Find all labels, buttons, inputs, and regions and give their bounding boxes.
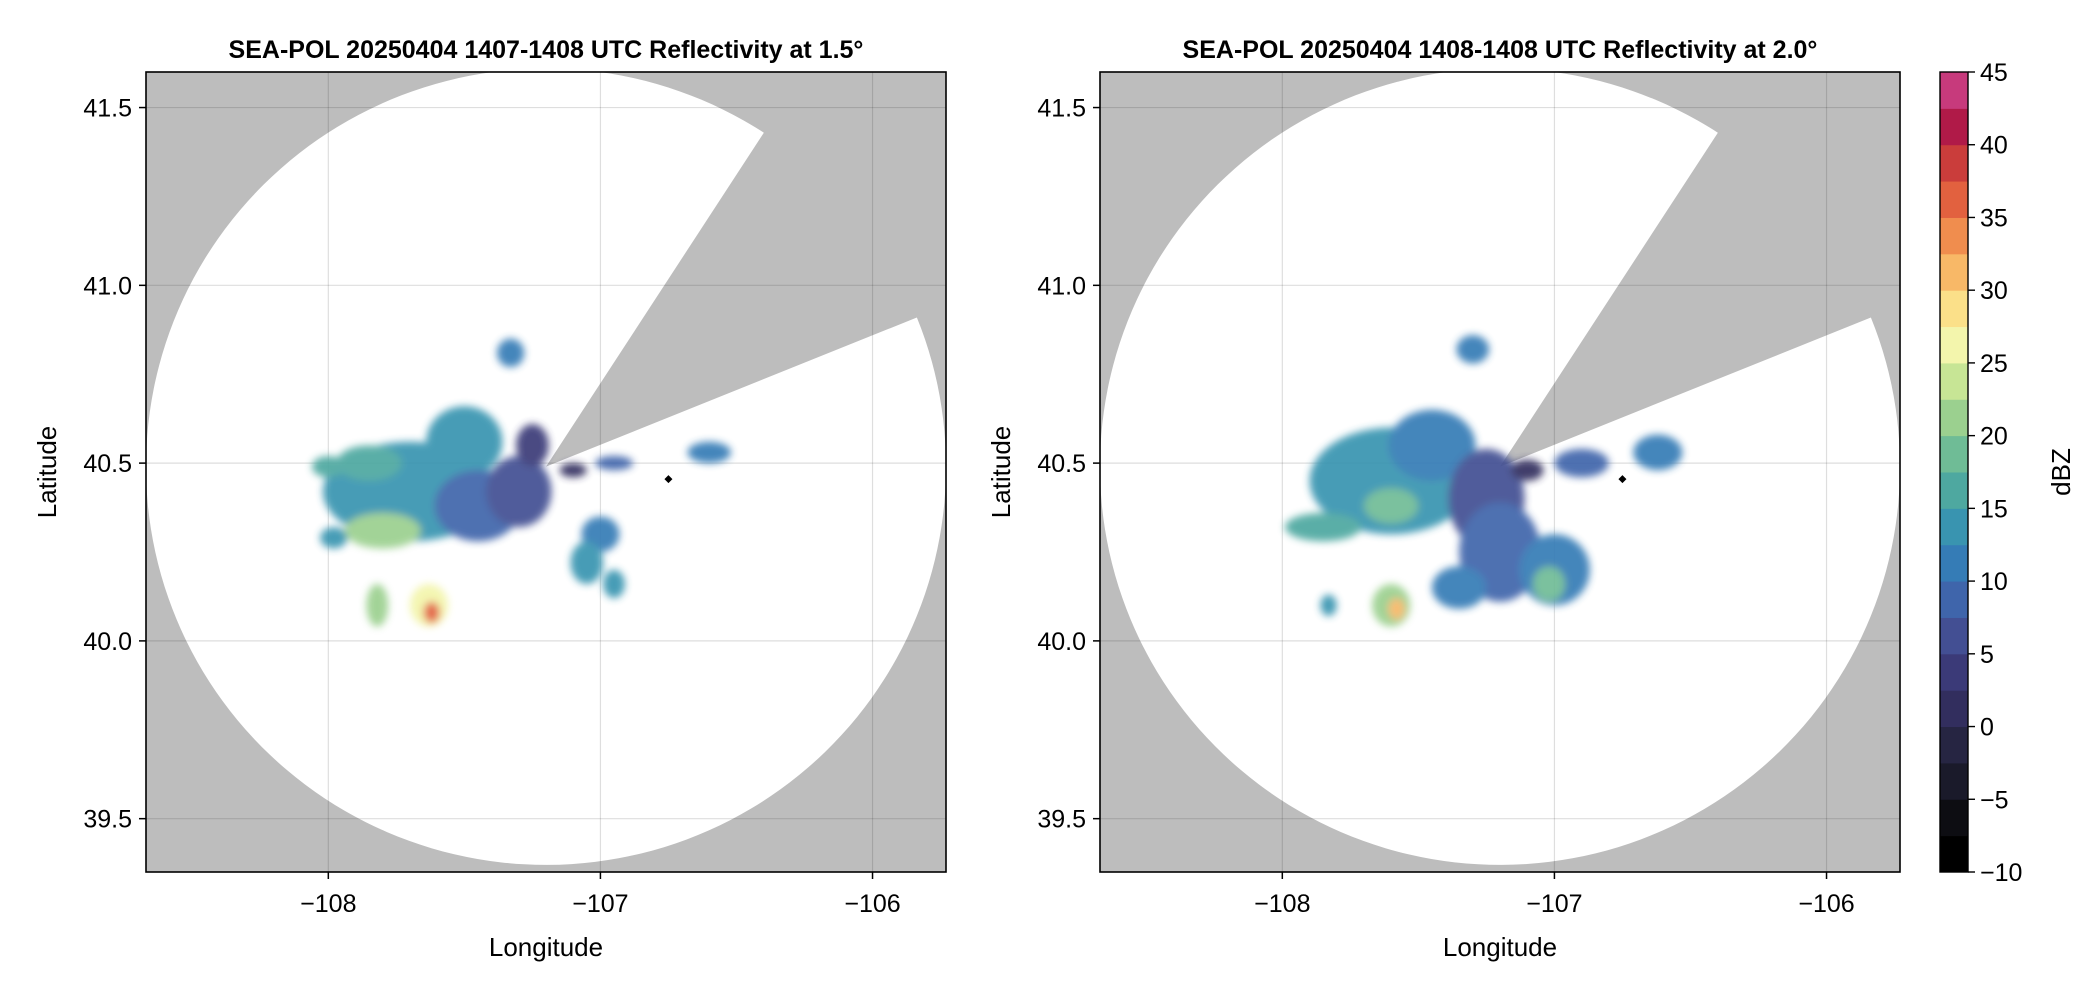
colorbar-segment [1940, 508, 1968, 546]
y-tick-label: 41.5 [1037, 95, 1086, 123]
echo-cell [311, 456, 345, 478]
colorbar-tick-label: 25 [1980, 350, 2008, 378]
panel-1: −108 −107 −106 39.5 40.0 40.5 41.0 41.5 SEA-POL … [32, 36, 947, 962]
echo-cell [497, 338, 525, 368]
colorbar-segment [1940, 326, 1968, 364]
echo-cell [1633, 434, 1683, 471]
colorbar-segment [1940, 690, 1968, 728]
echo-cell [570, 541, 604, 585]
y-tick-label: 40.0 [1037, 628, 1086, 656]
colorbar-segment [1940, 617, 1968, 655]
y-axis-label: Latitude [32, 426, 62, 519]
echo-layer [1285, 335, 1683, 627]
echo-cell [1532, 566, 1566, 602]
echo-cell [594, 456, 634, 471]
colorbar-segment [1940, 726, 1968, 764]
x-axis-label: Longitude [489, 932, 603, 962]
colorbar-segment [1940, 762, 1968, 800]
colorbar-segment [1940, 217, 1968, 255]
x-tick-label: −106 [844, 890, 900, 918]
x-tick-label: −108 [300, 890, 356, 918]
y-axis-label: Latitude [986, 426, 1016, 519]
chart-title: SEA-POL 20250404 1407-1408 UTC Reflectiv… [229, 36, 864, 64]
y-tick-label: 39.5 [83, 806, 132, 834]
y-tick-label: 41.0 [1037, 272, 1086, 300]
colorbar-segment [1940, 72, 1968, 109]
colorbar-label: dBZ [2046, 448, 2076, 496]
x-tick-label: −107 [572, 890, 628, 918]
colorbar-tick-label: 40 [1980, 132, 2008, 160]
colorbar-segment [1940, 362, 1968, 400]
y-tick-label: 41.0 [83, 272, 132, 300]
echo-cell [1320, 594, 1337, 616]
echo-cell [426, 406, 503, 478]
colorbar-tick-label: 20 [1980, 423, 2008, 451]
echo-cell [1388, 409, 1476, 481]
colorbar-segment [1940, 653, 1968, 691]
y-tick-label: 39.5 [1037, 806, 1086, 834]
y-tick-label: 40.0 [83, 628, 132, 656]
colorbar-tick-label: 35 [1980, 204, 2008, 232]
y-tick-label: 40.5 [83, 450, 132, 478]
colorbar-segment [1940, 799, 1968, 837]
colorbar-tick-label: 15 [1980, 495, 2008, 523]
echo-cell [344, 512, 421, 549]
colorbar-segment [1940, 835, 1968, 873]
echo-cell [320, 527, 348, 549]
echo-cell [1431, 566, 1487, 609]
x-tick-label: −107 [1526, 890, 1582, 918]
colorbar-tick-label: 10 [1980, 568, 2008, 596]
colorbar-tick-label: 0 [1980, 714, 1994, 742]
colorbar-segment [1940, 290, 1968, 328]
echo-cell [366, 584, 389, 627]
colorbar-segment [1940, 399, 1968, 437]
echo-cell [336, 445, 402, 481]
colorbar-segment [1940, 144, 1968, 182]
echo-cell [1285, 512, 1362, 542]
echo-layer [311, 338, 732, 627]
echo-cell [1554, 448, 1609, 478]
colorbar-tick-label: −10 [1980, 859, 2022, 887]
x-axis-label: Longitude [1443, 932, 1557, 962]
colorbar-segment [1940, 435, 1968, 473]
echo-cell [1456, 335, 1490, 364]
axes-frame [145, 71, 947, 873]
colorbar-tick-label: 5 [1980, 641, 1994, 669]
echo-cell [1388, 598, 1405, 620]
x-tick-label: −106 [1798, 890, 1854, 918]
echo-cell [516, 424, 549, 467]
site-marker [1618, 475, 1627, 484]
colorbar-segment [1940, 581, 1968, 618]
colorbar-segment [1940, 253, 1968, 291]
colorbar: 45 40 35 30 25 20 15 10 5 0 −5 −10 dBZ [1939, 59, 2076, 887]
colorbar-segment [1940, 544, 1968, 582]
echo-cell [687, 441, 732, 464]
echo-cell [603, 569, 625, 599]
y-tick-label: 40.5 [1037, 450, 1086, 478]
colorbar-segment [1940, 181, 1968, 218]
echo-cell [1363, 488, 1419, 524]
echo-cell [559, 463, 587, 478]
plot-area [146, 72, 946, 872]
colorbar-frame [1939, 71, 1969, 873]
chart-title: SEA-POL 20250404 1408-1408 UTC Reflectiv… [1183, 36, 1818, 64]
echo-cell [486, 456, 552, 528]
plot-area [1100, 72, 1900, 872]
echo-cell [423, 601, 440, 624]
colorbar-segment [1940, 472, 1968, 509]
colorbar-tick-label: 45 [1980, 59, 2008, 87]
colorbar-tick-label: −5 [1980, 786, 2009, 814]
panel-2: −108 −107 −106 39.5 40.0 40.5 41.0 41.5 SEA-POL … [986, 36, 1901, 962]
axes-frame [1099, 71, 1901, 873]
radar-coverage [146, 72, 946, 865]
y-tick-label: 41.5 [83, 95, 132, 123]
colorbar-segment [1940, 108, 1968, 146]
site-marker [664, 475, 673, 484]
echo-cell [1510, 459, 1544, 481]
colorbar-tick-label: 30 [1980, 277, 2008, 305]
x-tick-label: −108 [1254, 890, 1310, 918]
